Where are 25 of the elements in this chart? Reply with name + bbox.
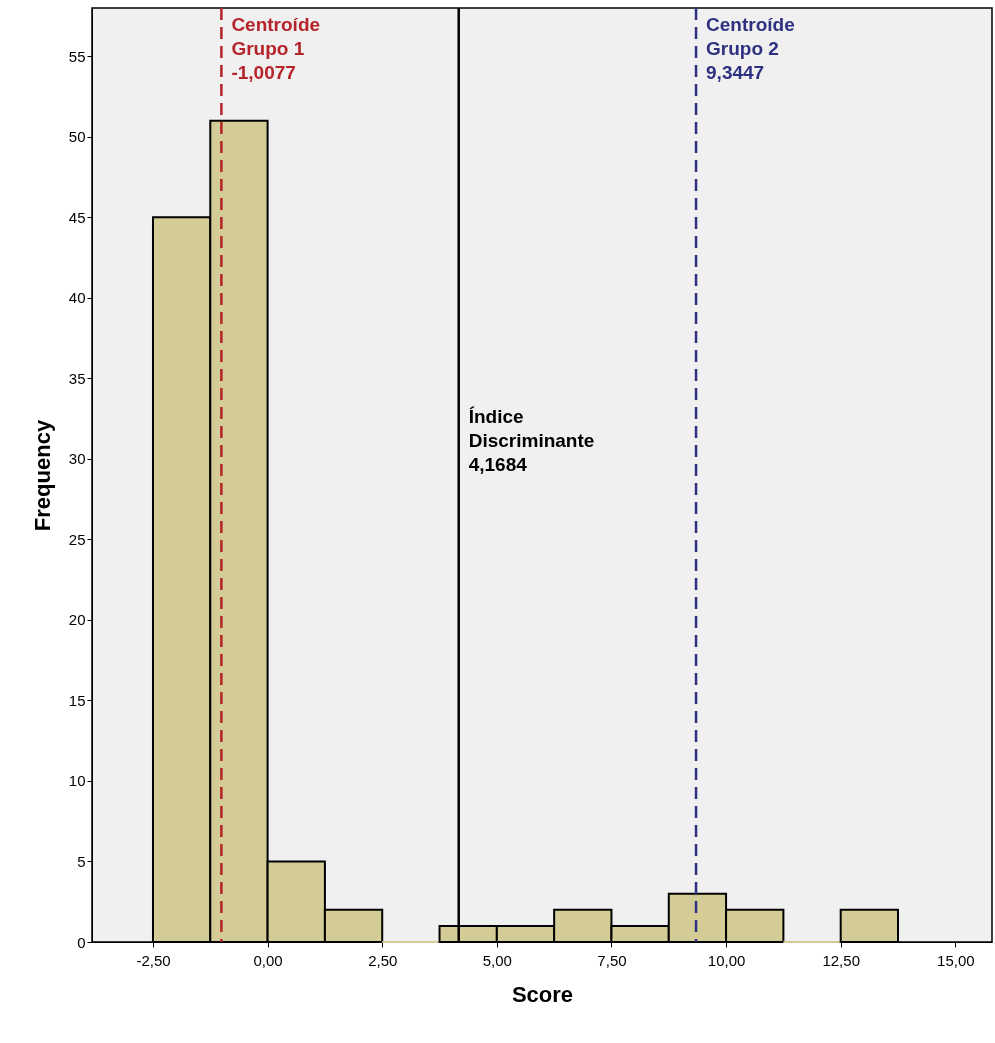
y-tick-label: 15 — [68, 691, 86, 709]
y-tick-label: 25 — [68, 530, 86, 548]
x-tick-label: 5,00 — [482, 951, 512, 969]
ref-line-label: Índice Discriminante 4,1684 — [468, 406, 595, 475]
y-tick-label: 20 — [68, 611, 86, 629]
y-tick-label: 5 — [77, 852, 86, 870]
ref-line-label: Centroíde Grupo 2 9,3447 — [706, 14, 795, 83]
y-tick-label: 0 — [77, 933, 86, 951]
y-tick-label: 50 — [68, 128, 86, 146]
y-axis-title: Frequency — [29, 419, 55, 532]
x-tick-label: 0,00 — [253, 951, 283, 969]
y-tick-label: 55 — [68, 47, 86, 65]
x-tick-label: 10,00 — [707, 951, 746, 969]
y-tick-label: 30 — [68, 450, 86, 468]
ref-line-label: Centroíde Grupo 1 -1,0077 — [231, 14, 321, 83]
x-tick-label: 12,50 — [822, 951, 860, 969]
x-tick-label: 7,50 — [597, 951, 627, 969]
x-tick-label: 15,00 — [937, 951, 975, 969]
x-tick-label: 2,50 — [368, 951, 398, 969]
y-tick-label: 10 — [68, 772, 86, 790]
y-tick-label: 45 — [68, 208, 86, 226]
y-tick-label: 35 — [68, 369, 86, 387]
x-tick-label: -2,50 — [136, 951, 171, 969]
y-tick-label: 40 — [68, 289, 86, 307]
x-axis-title: Score — [511, 981, 574, 1007]
